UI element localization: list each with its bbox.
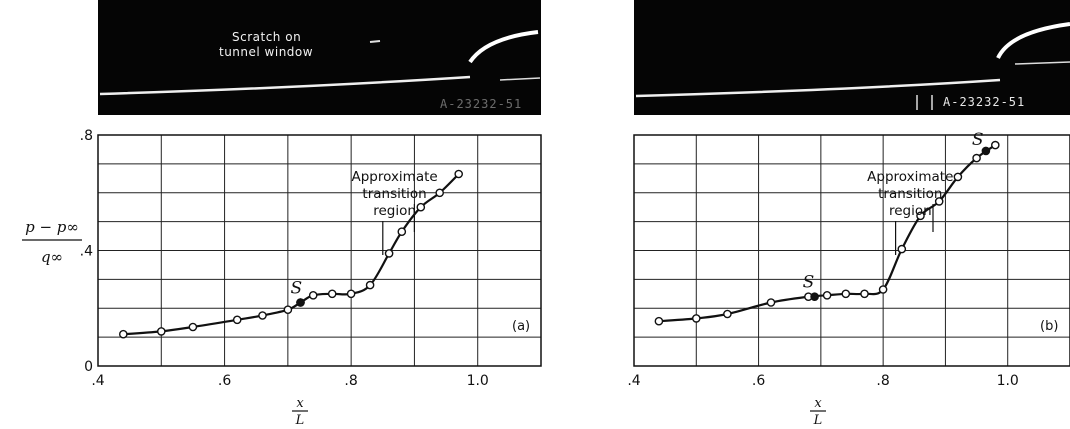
x-axis-label-a-numerator: x bbox=[296, 396, 304, 411]
photo-a-code: A-23232-51 bbox=[440, 97, 522, 111]
b-annotation-line-1: transition bbox=[878, 186, 942, 202]
b-data-point-8 bbox=[878, 285, 888, 294]
b-data-point-6 bbox=[841, 289, 851, 299]
x-axis-label-a-denominator: L bbox=[295, 413, 305, 428]
b-x-tick-label-3: 1.0 bbox=[997, 373, 1019, 389]
chart-a-y-ticks: 0 .4 .8 bbox=[80, 128, 93, 375]
a-data-point-2 bbox=[188, 322, 198, 332]
a-data-point-15 bbox=[454, 169, 464, 179]
b-data-point-14 bbox=[991, 140, 1000, 150]
chart-b-separation-label-2: S bbox=[972, 130, 984, 150]
a-data-point-5 bbox=[283, 305, 293, 315]
chart-a-x-ticks: .4 .6 .8 1.0 bbox=[91, 373, 489, 389]
photo-a-shock bbox=[468, 30, 539, 64]
chart-a-points bbox=[119, 169, 464, 339]
chart-b-grid bbox=[634, 135, 1070, 366]
photo-a-caption-line1: Scratch on bbox=[232, 30, 301, 44]
photo-b-wall-streak bbox=[635, 78, 1001, 98]
a-data-point-10 bbox=[365, 280, 375, 290]
b-data-point-13 bbox=[972, 153, 981, 163]
y-axis-label: p − p∞ q∞ bbox=[22, 218, 82, 266]
b-separation-point-1 bbox=[981, 146, 991, 156]
a-separation-point-0 bbox=[296, 298, 305, 307]
b-data-point-12 bbox=[953, 172, 963, 182]
b-x-tick-label-0: .4 bbox=[627, 373, 640, 389]
y-axis-label-denominator: q∞ bbox=[41, 248, 63, 266]
a-x-tick-label-0: .4 bbox=[91, 373, 104, 389]
y-axis-label-numerator: p − p∞ bbox=[25, 218, 79, 236]
chart-b-panel-label: (b) bbox=[1040, 319, 1058, 334]
b-annotation-line-2: region bbox=[889, 203, 932, 219]
chart-b-separation-label-1: S bbox=[803, 273, 815, 293]
a-y-tick-label-2: .8 bbox=[80, 128, 93, 144]
b-x-tick-label-2: .8 bbox=[876, 373, 889, 389]
chart-b-x-ticks: .4 .6 .8 1.0 bbox=[627, 373, 1019, 389]
a-data-point-14 bbox=[435, 188, 445, 198]
b-separation-point-0 bbox=[810, 292, 819, 302]
a-x-tick-label-3: 1.0 bbox=[467, 373, 489, 389]
a-data-point-3 bbox=[232, 315, 242, 325]
chart-a-panel-label: (a) bbox=[512, 319, 530, 334]
photo-a-background bbox=[98, 0, 541, 115]
chart-b-frame bbox=[633, 134, 1070, 367]
a-annotation-line-2: region bbox=[373, 203, 416, 219]
photo-a-caption-line2: tunnel window bbox=[219, 45, 313, 59]
a-annotation-line-0: Approximate bbox=[351, 169, 437, 185]
a-data-point-11 bbox=[384, 249, 394, 258]
photo-a-wall-streak bbox=[99, 75, 471, 96]
photo-b-code: A-23232-51 bbox=[943, 95, 1025, 109]
x-axis-label-b: x L bbox=[810, 396, 826, 428]
photo-b-tick bbox=[1014, 61, 1070, 65]
b-data-point-5 bbox=[822, 290, 832, 300]
a-data-point-13 bbox=[416, 202, 426, 212]
a-annotation-line-1: transition bbox=[362, 186, 426, 202]
a-y-tick-label-1: .4 bbox=[80, 244, 93, 260]
photo-b: A-23232-51 bbox=[634, 0, 1070, 115]
chart-a-frame bbox=[97, 134, 542, 367]
a-x-tick-label-1: .6 bbox=[218, 373, 231, 389]
a-data-point-1 bbox=[156, 327, 166, 336]
chart-b-points bbox=[654, 140, 1000, 326]
b-x-tick-label-1: .6 bbox=[752, 373, 765, 389]
chart-a-grid bbox=[98, 135, 541, 366]
photo-a: Scratch on tunnel window A-23232-51 bbox=[98, 0, 541, 115]
a-data-point-12 bbox=[397, 227, 407, 236]
b-data-point-10 bbox=[916, 211, 925, 221]
chart-a-curve bbox=[123, 173, 460, 336]
b-data-point-9 bbox=[897, 244, 907, 254]
x-axis-label-b-numerator: x bbox=[814, 396, 822, 411]
a-x-tick-label-2: .8 bbox=[344, 373, 357, 389]
b-data-point-11 bbox=[934, 197, 944, 206]
a-y-tick-label-0: 0 bbox=[84, 359, 93, 375]
b-data-point-0 bbox=[654, 316, 664, 326]
photo-a-scratch bbox=[369, 40, 381, 43]
photo-a-tick bbox=[499, 77, 541, 81]
a-data-point-0 bbox=[119, 329, 128, 339]
a-data-point-8 bbox=[327, 289, 337, 299]
chart-a-separation-label: S bbox=[291, 279, 303, 299]
x-axis-label-a: x L bbox=[292, 396, 308, 428]
x-axis-label-b-denominator: L bbox=[813, 413, 823, 428]
photo-b-shock bbox=[996, 22, 1070, 59]
b-data-point-2 bbox=[723, 309, 732, 319]
chart-a: .4.6.8 1.0 0.4.8 Approximatetransitionreg… bbox=[80, 128, 542, 389]
a-data-point-7 bbox=[308, 290, 318, 300]
b-annotation-line-0: Approximate bbox=[867, 169, 953, 185]
a-data-point-4 bbox=[258, 311, 267, 320]
b-data-point-7 bbox=[860, 289, 869, 299]
b-data-point-1 bbox=[692, 314, 701, 323]
a-data-point-9 bbox=[346, 289, 356, 299]
b-data-point-3 bbox=[766, 298, 776, 307]
